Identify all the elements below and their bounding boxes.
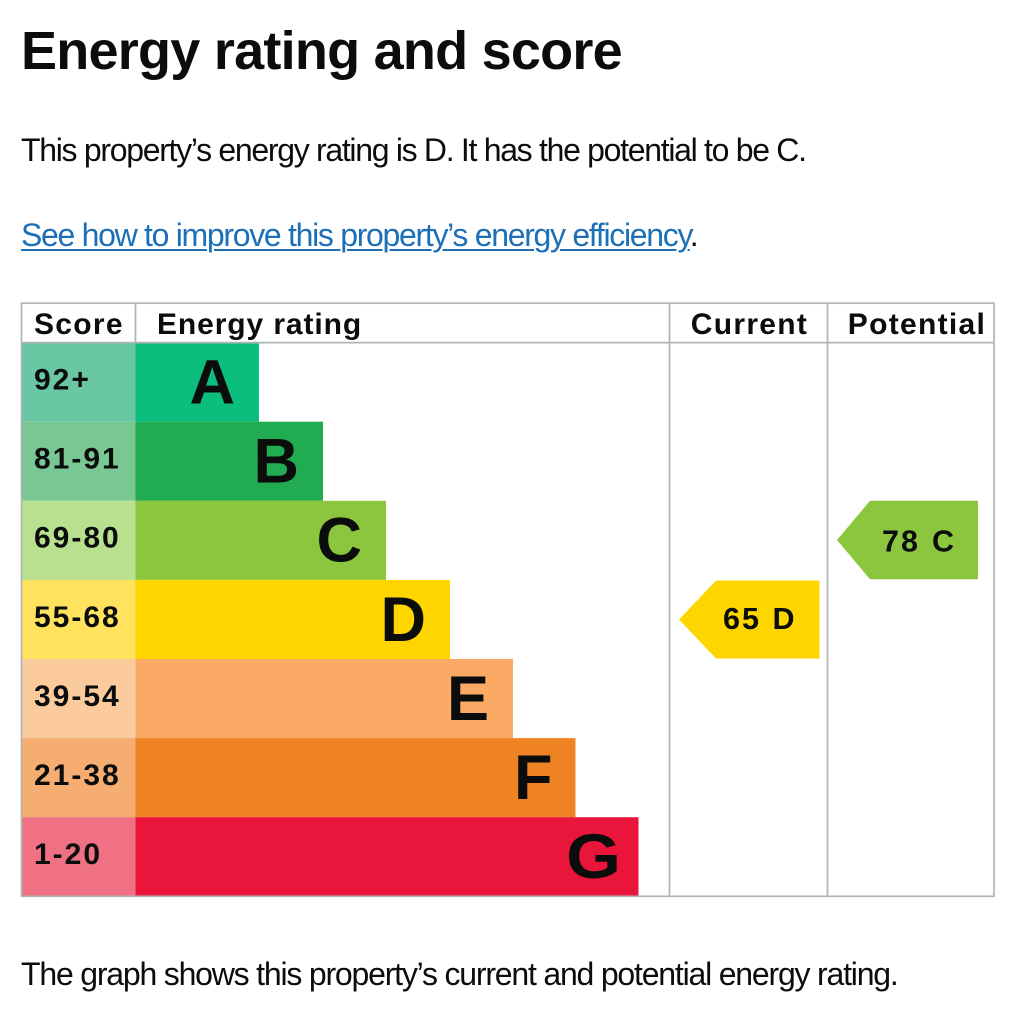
svg-text:1-20: 1-20 [34,838,102,871]
svg-text:92+: 92+ [34,364,91,397]
svg-text:B: B [254,427,300,497]
svg-text:C: C [932,525,954,559]
svg-text:39-54: 39-54 [34,680,121,713]
svg-text:D: D [381,585,427,655]
svg-text:D: D [773,602,795,636]
svg-text:65: 65 [723,602,761,636]
svg-text:F: F [514,743,552,813]
svg-text:Score: Score [34,308,124,341]
svg-text:Current: Current [691,308,808,341]
svg-text:21-38: 21-38 [34,759,121,792]
svg-text:A: A [190,348,236,418]
svg-text:78: 78 [882,525,920,559]
svg-text:Energy rating: Energy rating [157,308,362,341]
svg-text:69-80: 69-80 [34,522,121,555]
svg-text:G: G [566,821,621,892]
svg-text:Potential: Potential [848,308,986,341]
svg-text:E: E [447,664,489,734]
svg-text:C: C [317,506,363,576]
svg-text:55-68: 55-68 [34,601,121,634]
svg-text:81-91: 81-91 [34,443,121,476]
